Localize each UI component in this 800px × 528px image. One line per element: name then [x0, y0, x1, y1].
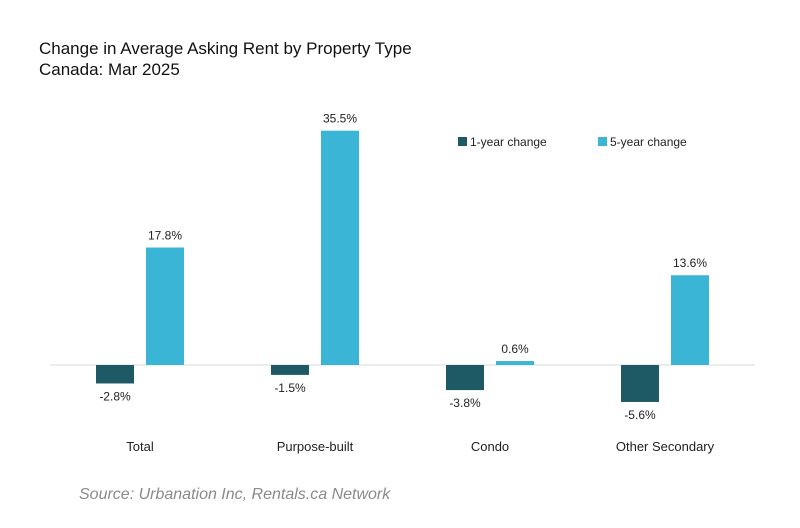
data-label-1-year-change-other-secondary: -5.6%: [624, 408, 656, 422]
legend-swatch-5-year-change: [598, 137, 607, 146]
chart-title: Change in Average Asking Rent by Propert…: [39, 39, 412, 58]
chart-title-block: Change in Average Asking Rent by Propert…: [39, 38, 412, 80]
data-label-1-year-change-condo: -3.8%: [449, 396, 481, 410]
data-label-1-year-change-purpose-built: -1.5%: [274, 381, 306, 395]
bar-5-year-change-other-secondary: [671, 275, 709, 365]
data-label-5-year-change-purpose-built: 35.5%: [323, 112, 357, 126]
bar-5-year-change-purpose-built: [321, 130, 359, 365]
legend-swatch-1-year-change: [458, 137, 467, 146]
legend-label-1-year-change: 1-year change: [470, 135, 547, 149]
data-label-5-year-change-condo: 0.6%: [501, 342, 529, 356]
data-label-5-year-change-other-secondary: 13.6%: [673, 256, 707, 270]
legend-label-5-year-change: 5-year change: [610, 135, 687, 149]
source-note: Source: Urbanation Inc, Rentals.ca Netwo…: [79, 486, 391, 503]
chart-subtitle: Canada: Mar 2025: [39, 60, 180, 79]
category-label-total: Total: [126, 439, 154, 454]
bar-5-year-change-total: [146, 247, 184, 365]
data-label-1-year-change-total: -2.8%: [99, 389, 131, 403]
category-label-purpose-built: Purpose-built: [277, 439, 354, 454]
bar-1-year-change-other-secondary: [621, 365, 659, 402]
category-label-condo: Condo: [471, 439, 509, 454]
data-label-5-year-change-total: 17.8%: [148, 229, 182, 243]
bar-5-year-change-condo: [496, 361, 534, 365]
bar-1-year-change-total: [96, 365, 134, 384]
bar-1-year-change-condo: [446, 365, 484, 391]
bar-1-year-change-purpose-built: [271, 365, 309, 375]
category-label-other-secondary: Other Secondary: [616, 439, 715, 454]
